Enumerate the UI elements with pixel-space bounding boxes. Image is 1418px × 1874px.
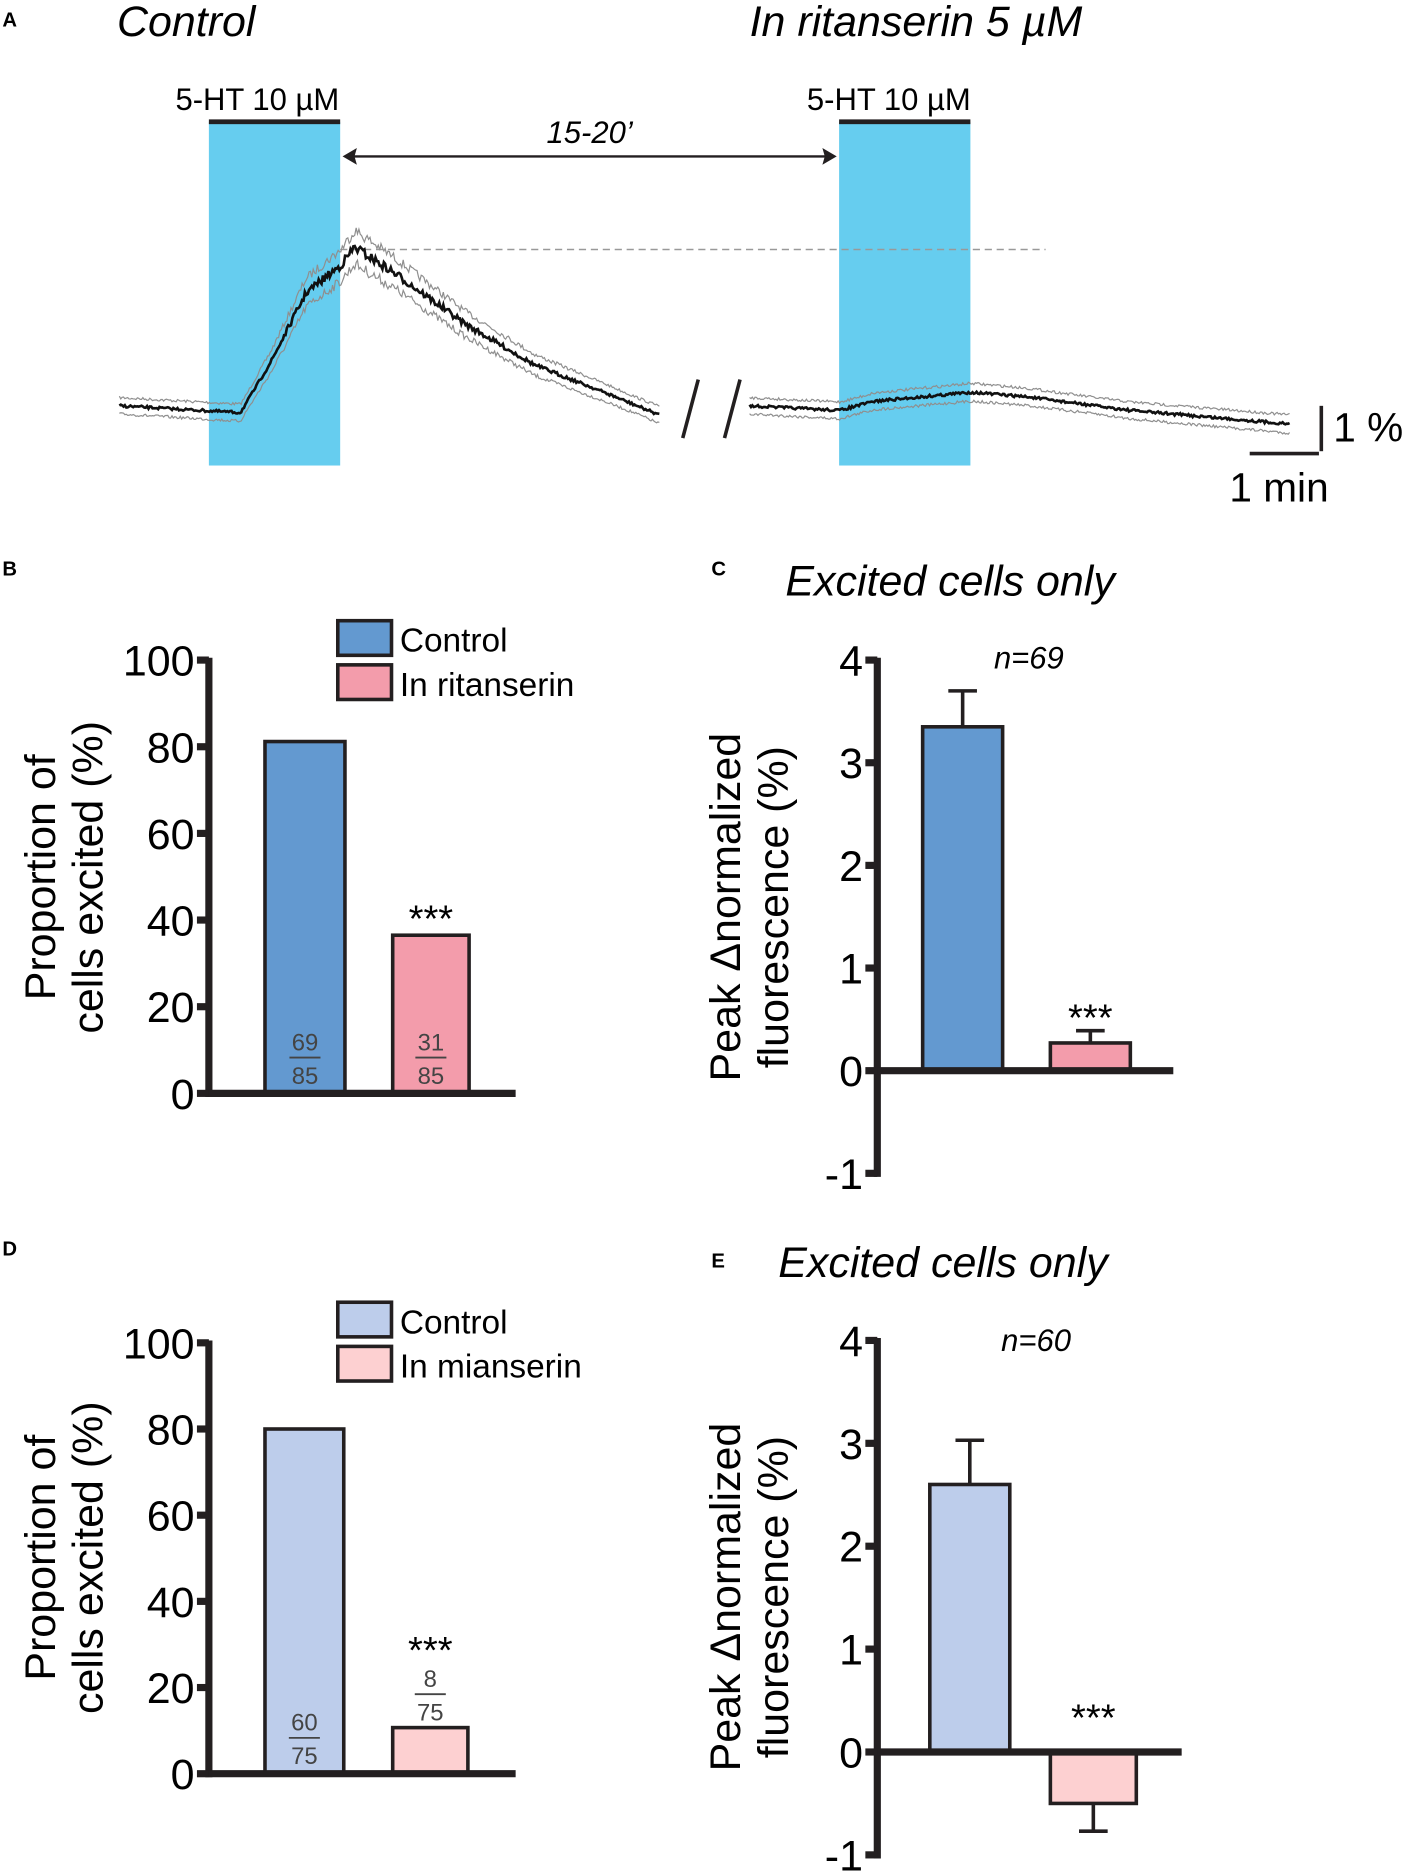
interval-label: 15-20’: [547, 115, 634, 150]
legend-label: In mianserin: [400, 1348, 582, 1385]
panel-label-e: E: [711, 1251, 725, 1273]
fraction-numerator: 31: [418, 1029, 445, 1056]
y-axis-label-line1: Peak Δnormalized: [702, 1423, 750, 1772]
y-axis-label-line2: cells excited (%): [65, 721, 113, 1034]
legend-label: Control: [400, 623, 508, 660]
bar-control: [928, 1482, 1012, 1754]
trace-ritanserin-mean: [748, 389, 1291, 426]
significance-marker: ***: [1071, 1697, 1116, 1740]
y-tick-label: 2: [839, 1524, 863, 1572]
drug-label-control: 5-HT 10 µM: [175, 82, 339, 117]
fraction-denominator: 85: [292, 1063, 319, 1090]
y-tick-label: 0: [839, 1048, 863, 1096]
y-tick-label: 0: [839, 1730, 863, 1778]
y-tick-label: 100: [123, 1320, 195, 1368]
legend-swatch: [335, 1300, 394, 1339]
panel-title: Excited cells only: [778, 1239, 1110, 1287]
y-tick-label: 0: [171, 1071, 195, 1119]
interval-arrow: [342, 148, 837, 165]
bar-in-mianserin: [390, 1725, 470, 1776]
panel-label-a: A: [2, 9, 17, 31]
trace-control-sem-lower: [119, 258, 660, 424]
y-tick-label: 80: [147, 724, 195, 772]
trace-control-mean: [118, 244, 660, 416]
y-tick-label: 20: [147, 984, 195, 1032]
title-control: Control: [117, 0, 257, 46]
bar-control: [263, 739, 347, 1096]
panel-label-b: B: [2, 558, 17, 580]
fraction-numerator: 69: [292, 1029, 319, 1056]
y-tick-label: 100: [123, 638, 195, 686]
trace-ritanserin-sem-upper: [749, 381, 1290, 416]
y-tick-label: 80: [147, 1407, 195, 1455]
drug-bar-ritanserin: [839, 119, 971, 125]
legend-swatch: [335, 618, 394, 658]
panel-a-traces: A Control In ritanserin 5 µM 5-HT 10 µM …: [2, 0, 1403, 510]
y-tick-label: 4: [839, 1318, 863, 1366]
panel-label-c: C: [711, 558, 726, 580]
legend-label: Control: [400, 1304, 508, 1341]
bar-control: [920, 725, 1005, 1073]
bar-in-mianserin: [1048, 1750, 1139, 1806]
panel-label-d: D: [2, 1239, 17, 1261]
break-mark-icon: [681, 379, 742, 439]
y-axis-label-line1: Proportion of: [17, 754, 65, 1000]
legend-swatch: [335, 663, 394, 702]
y-tick-label: 40: [147, 1579, 195, 1627]
y-axis-label: Peak Δnormalized fluorescence (%): [702, 1423, 798, 1772]
trace-control-sem-upper: [118, 227, 660, 407]
panel-title: Excited cells only: [785, 558, 1117, 606]
n-label: n=69: [994, 640, 1064, 675]
bar-in-ritanserin: [390, 933, 471, 1096]
y-axis-label: Proportion of cells excited (%): [17, 1401, 113, 1714]
fraction-denominator: 75: [417, 1699, 444, 1726]
y-axis-label-line2: fluorescence (%): [750, 746, 798, 1068]
y-tick-label: 4: [839, 638, 863, 686]
y-tick-label: 20: [147, 1665, 195, 1713]
y-tick-label: 40: [147, 898, 195, 946]
y-tick-label: 1: [839, 946, 863, 994]
title-ritanserin: In ritanserin 5 µM: [750, 0, 1083, 46]
drug-application-control: [208, 121, 341, 466]
trace-ritanserin-sem-lower: [749, 399, 1291, 436]
significance-marker: ***: [409, 898, 454, 941]
bar-in-ritanserin: [1048, 1041, 1133, 1073]
panel-e-chart: E Excited cells only n=60 -1 0 1 2 3 4 Peak Δnorm…: [702, 1239, 1182, 1874]
y-tick-label: 2: [839, 843, 863, 891]
y-axis-label: Peak Δnormalized fluorescence (%): [702, 733, 798, 1082]
significance-marker: ***: [408, 1629, 453, 1672]
y-axis-label-line1: Peak Δnormalized: [702, 733, 750, 1082]
y-tick-label: 0: [171, 1751, 195, 1799]
panel-c-chart: C Excited cells only n=69 -1 0 1 2 3 4 Peak Δnorm…: [702, 558, 1174, 1199]
drug-label-ritanserin: 5-HT 10 µM: [807, 82, 971, 117]
scale-y-label: 1 %: [1333, 405, 1403, 451]
legend-label: In ritanserin: [400, 667, 575, 704]
fraction-numerator: 8: [424, 1666, 437, 1693]
y-tick-label: 60: [147, 811, 195, 859]
n-label: n=60: [1001, 1323, 1071, 1358]
drug-bar-control: [208, 119, 341, 125]
y-tick-label: 3: [839, 1421, 863, 1469]
y-tick-label: 60: [147, 1493, 195, 1541]
y-axis-label: Proportion of cells excited (%): [17, 721, 113, 1034]
y-tick-label: 3: [839, 740, 863, 788]
y-axis-label-line2: cells excited (%): [65, 1401, 113, 1714]
y-tick-label: -1: [825, 1151, 863, 1199]
y-tick-label: -1: [825, 1832, 863, 1874]
scale-x-label: 1 min: [1229, 464, 1328, 510]
y-axis-label-line1: Proportion of: [17, 1435, 65, 1681]
legend-swatch: [335, 1344, 394, 1383]
fraction-numerator: 60: [291, 1710, 318, 1737]
fraction-denominator: 85: [418, 1063, 445, 1090]
significance-marker: ***: [1068, 997, 1113, 1040]
fraction-denominator: 75: [291, 1743, 318, 1770]
y-axis-label-line2: fluorescence (%): [750, 1436, 798, 1758]
y-tick-label: 1: [839, 1627, 863, 1675]
